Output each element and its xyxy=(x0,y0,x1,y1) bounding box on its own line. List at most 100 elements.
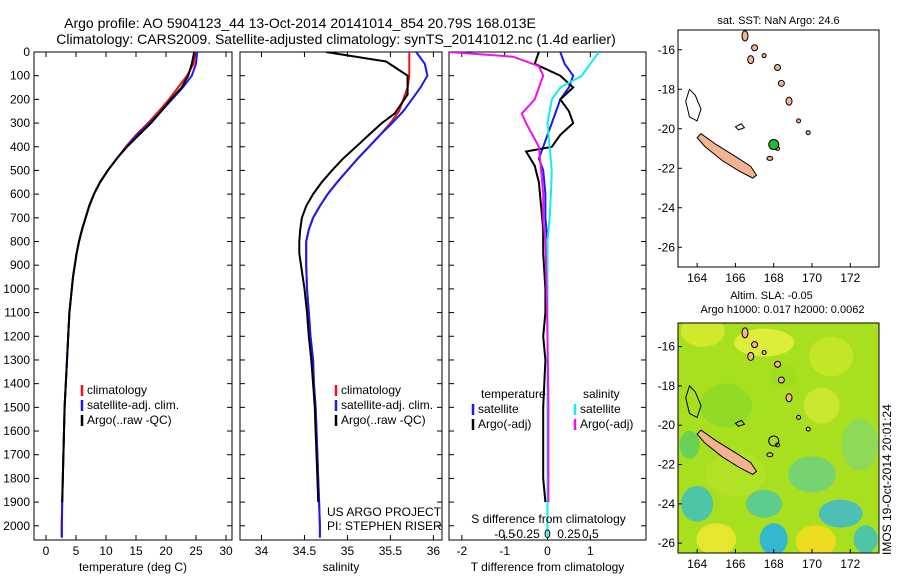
y-tick-label: -16 xyxy=(658,43,676,57)
reef-contour xyxy=(734,419,746,427)
island xyxy=(741,327,749,339)
sla-blob xyxy=(679,430,700,459)
legend-title-temperature: temperature xyxy=(481,387,546,401)
x2-tick-label: 0 xyxy=(544,527,551,541)
x-tick-label: 15 xyxy=(129,544,143,558)
y-tick-label: 1100 xyxy=(4,306,30,320)
island xyxy=(777,79,785,87)
sla-blob xyxy=(809,336,854,377)
series-line-2 xyxy=(298,52,409,503)
credit-project: US ARGO PROJECT xyxy=(327,505,442,519)
y-tick-label: 300 xyxy=(10,116,30,130)
x-tick-label: 164 xyxy=(687,557,707,571)
sla-blob xyxy=(699,383,752,428)
x-tick-label: -2 xyxy=(457,544,468,558)
x2-tick-label: -0.25 xyxy=(512,527,540,541)
sla-blob xyxy=(696,523,737,553)
island xyxy=(751,341,759,349)
y-tick-label: -18 xyxy=(658,379,676,393)
reef-contour xyxy=(734,123,746,131)
float-marker xyxy=(768,139,780,151)
reef-contour xyxy=(685,88,702,122)
island xyxy=(747,55,755,65)
island xyxy=(796,414,802,420)
y-tick-label: 1000 xyxy=(3,282,30,296)
y-tick-label: 0 xyxy=(23,45,30,59)
island xyxy=(774,64,782,72)
legend-entry: Argo(-adj) xyxy=(580,417,633,431)
island xyxy=(766,452,774,458)
y-tick-label: 1400 xyxy=(3,377,30,391)
island xyxy=(805,426,811,432)
y-tick-label: 2000 xyxy=(3,519,30,533)
x2-tick-label: -0.5 xyxy=(494,527,515,541)
island xyxy=(747,351,755,361)
sla-blob xyxy=(681,485,714,522)
x-tick-label: 168 xyxy=(764,271,784,285)
y-tick-label: 600 xyxy=(10,187,30,201)
island xyxy=(766,155,774,161)
sla-blob xyxy=(759,523,788,553)
x-tick-label: 34 xyxy=(255,544,269,558)
island xyxy=(761,53,767,59)
island xyxy=(785,393,793,403)
new-caledonia-land xyxy=(696,133,758,179)
figure-title-line2: Climatology: CARS2009. Satellite-adjuste… xyxy=(56,31,616,47)
plot-frame xyxy=(33,51,233,541)
y-tick-label: 1600 xyxy=(3,424,30,438)
x2-axis-label: S difference from climatology xyxy=(471,512,626,526)
sla-blob xyxy=(795,525,836,553)
legend-entry: satellite-adj. clim. xyxy=(341,398,433,412)
credit-pi: PI: STEPHEN RISER xyxy=(327,519,442,533)
x-tick-label: 30 xyxy=(219,544,233,558)
sla-blob xyxy=(769,364,798,389)
x-tick-label: 164 xyxy=(687,271,707,285)
legend-entry: satellite xyxy=(478,402,519,416)
x-tick-label: 34.5 xyxy=(293,544,317,558)
x-tick-label: 1 xyxy=(587,544,594,558)
sla-blob xyxy=(788,456,836,493)
x-tick-label: 0 xyxy=(43,544,50,558)
x-axis-label: salinity xyxy=(323,560,360,574)
legend-entry: Argo(..raw -QC) xyxy=(87,413,172,427)
y-tick-label: 200 xyxy=(10,92,30,106)
map-title: sat. SST: NaN Argo: 24.6 xyxy=(717,15,839,27)
sla-blob xyxy=(746,489,783,518)
map-frame xyxy=(677,322,880,554)
y-tick-label: -24 xyxy=(658,201,676,215)
y-tick-label: -16 xyxy=(658,340,676,354)
map-title-line2: Argo h1000: 0.017 h2000: 0.0062 xyxy=(701,304,865,316)
new-caledonia-land xyxy=(696,429,758,475)
x-tick-label: 172 xyxy=(840,557,860,571)
sla-map-panel: 164 166 168 170 172 -16 -18 -20 -22 -24 -26 Altim. … xyxy=(658,290,880,571)
y-tick-label: 1500 xyxy=(3,400,30,414)
y-tick-label: 1700 xyxy=(3,448,30,462)
y-tick-label: -20 xyxy=(658,418,676,432)
sla-blob xyxy=(853,525,878,553)
x-tick-label: 172 xyxy=(840,271,860,285)
y-tick-label: -22 xyxy=(658,458,676,472)
x-tick-label: 0 xyxy=(544,544,551,558)
legend-entry: Argo(..raw -QC) xyxy=(341,413,426,427)
figure-title-line1: Argo profile: AO 5904123_44 13-Oct-2014 … xyxy=(64,15,536,31)
imos-timestamp: IMOS 19-Oct-2014 20:01:24 xyxy=(880,404,894,555)
x-tick-label: 166 xyxy=(725,557,745,571)
island xyxy=(761,349,767,355)
x-tick-label: 36 xyxy=(427,544,441,558)
x2-tick-label: 0.25 xyxy=(557,527,581,541)
temperature-profile-panel: 0 5 10 15 20 25 300100200300400500600700800900… xyxy=(3,45,233,574)
x-axis-label: T difference from climatology xyxy=(471,560,625,574)
x-tick-label: 35 xyxy=(341,544,355,558)
series-line-3 xyxy=(449,52,550,503)
series-line-2 xyxy=(61,52,196,503)
x-tick-label: 5 xyxy=(73,544,80,558)
y-tick-label: 700 xyxy=(10,211,30,225)
x2-tick-label: 0.5 xyxy=(582,527,599,541)
sla-blob xyxy=(803,387,840,424)
x-tick-label: 10 xyxy=(99,544,113,558)
y-tick-label: 1300 xyxy=(3,353,30,367)
island xyxy=(741,30,749,42)
sla-blob xyxy=(818,499,863,528)
y-tick-label: -18 xyxy=(658,82,676,96)
series-line-1 xyxy=(524,52,575,503)
